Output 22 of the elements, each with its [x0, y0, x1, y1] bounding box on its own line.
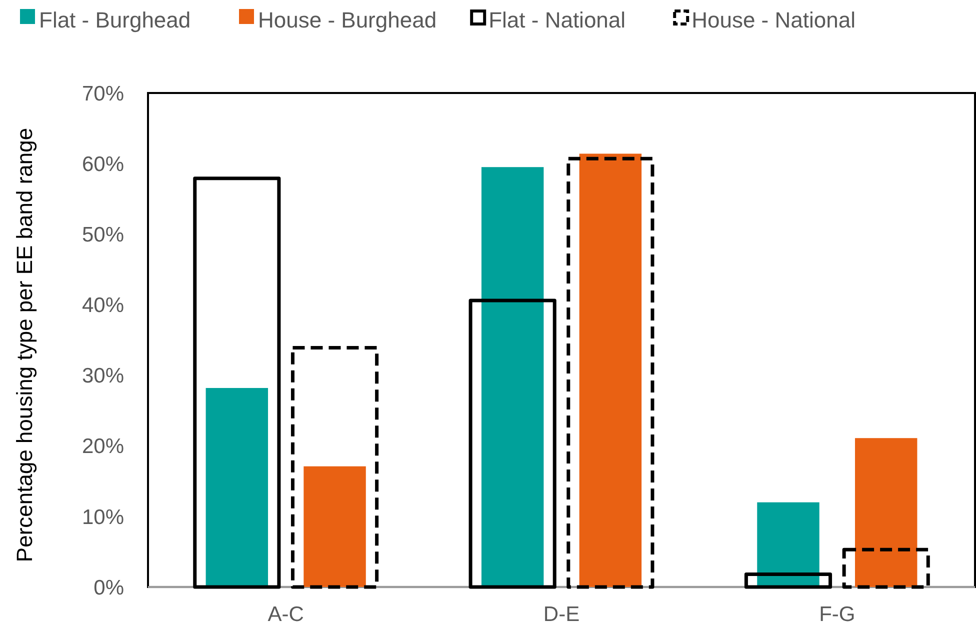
y-tick-label: 70% [82, 82, 124, 106]
bar [854, 438, 918, 587]
legend-label: Flat - Burghead [39, 8, 191, 33]
y-tick-label: 30% [82, 364, 124, 388]
bar [206, 388, 268, 587]
y-axis-title: Percentage housing type per EE band range [12, 128, 37, 562]
y-tick-label: 60% [82, 152, 124, 176]
legend-label: House - National [692, 8, 856, 33]
bar [579, 154, 642, 587]
y-tick-label: 0% [94, 576, 124, 600]
bar [304, 466, 366, 587]
x-tick-label: F-G [819, 603, 856, 626]
x-tick-label: D-E [543, 603, 580, 626]
y-tick-label: 40% [82, 294, 124, 318]
legend-label: House - Burghead [258, 8, 437, 33]
y-tick-label: 20% [82, 435, 124, 458]
bar [481, 167, 544, 587]
x-tick-label: A-C [268, 603, 304, 626]
legend-label: Flat - National [488, 8, 626, 33]
bar [757, 502, 820, 587]
y-tick-label: 50% [82, 223, 124, 246]
y-tick-label: 10% [82, 506, 124, 529]
